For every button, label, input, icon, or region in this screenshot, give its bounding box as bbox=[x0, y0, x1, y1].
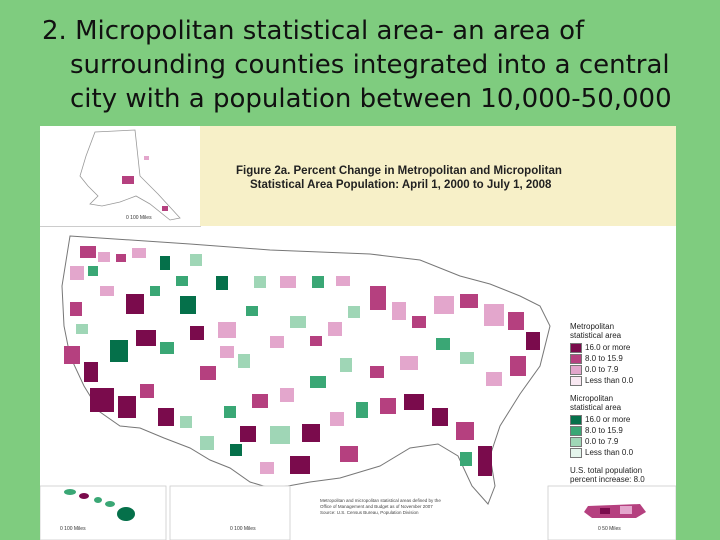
legend-metro-item: 16.0 or more bbox=[570, 342, 674, 353]
bullet-line-1: 2. Micropolitan statistical area- an are… bbox=[42, 16, 585, 46]
bullet-line-3: city with a population between 10,000-50… bbox=[70, 84, 672, 114]
legend-micro-item: 16.0 or more bbox=[570, 414, 674, 425]
legend-micro-item: 0.0 to 7.9 bbox=[570, 436, 674, 447]
legend-metro-item: Less than 0.0 bbox=[570, 375, 674, 386]
legend-label: 0.0 to 7.9 bbox=[585, 437, 619, 446]
legend-label: Less than 0.0 bbox=[585, 448, 634, 457]
legend-swatch bbox=[570, 342, 582, 353]
legend-micro-item: 8.0 to 15.9 bbox=[570, 425, 674, 436]
legend-label: 16.0 or more bbox=[585, 415, 631, 424]
legend-swatch bbox=[570, 375, 582, 386]
legend-swatch bbox=[570, 425, 582, 436]
legend-label: 16.0 or more bbox=[585, 343, 631, 352]
legend-label: 8.0 to 15.9 bbox=[585, 426, 623, 435]
source-line-2: Office of Management and Budget as of No… bbox=[320, 504, 433, 509]
legend-total-increase: U.S. total population percent increase: … bbox=[570, 466, 674, 484]
legend-metro-item: 0.0 to 7.9 bbox=[570, 364, 674, 375]
map-legend: Metropolitan statistical area 16.0 or mo… bbox=[570, 322, 674, 484]
figure-title-line-1: Figure 2a. Percent Change in Metropolita… bbox=[236, 165, 562, 177]
legend-metro-title: Metropolitan statistical area bbox=[570, 322, 674, 340]
hawaii-islands bbox=[64, 489, 135, 521]
puerto-rico-shape bbox=[584, 504, 646, 518]
census-map-figure: Figure 2a. Percent Change in Metropolita… bbox=[40, 126, 676, 540]
legend-micro-title-1: Micropolitan bbox=[570, 394, 614, 403]
us-county-map: 0 100 Miles bbox=[40, 129, 676, 540]
legend-micro-item: Less than 0.0 bbox=[570, 447, 674, 458]
hawaii-inset-2-frame bbox=[169, 485, 291, 540]
legend-metro-title-2: statistical area bbox=[570, 331, 622, 340]
source-line-3: Source: U.S. Census Bureau, Population D… bbox=[320, 510, 419, 515]
bullet-line-2: surrounding counties integrated into a c… bbox=[70, 50, 670, 80]
legend-total-line-1: U.S. total population bbox=[570, 466, 643, 475]
legend-micro-title-2: statistical area bbox=[570, 403, 622, 412]
alaska-scale: 0 100 Miles bbox=[126, 215, 152, 221]
legend-swatch bbox=[570, 353, 582, 364]
source-line-1: Metropolitan and micropolitan statistica… bbox=[320, 498, 441, 503]
hawaii-scale-2: 0 100 Miles bbox=[230, 526, 256, 532]
figure-title-panel: Figure 2a. Percent Change in Metropolita… bbox=[200, 126, 676, 226]
legend-label: Less than 0.0 bbox=[585, 376, 634, 385]
legend-micro-title: Micropolitan statistical area bbox=[570, 394, 674, 412]
figure-title: Figure 2a. Percent Change in Metropolita… bbox=[236, 164, 656, 192]
legend-swatch bbox=[570, 447, 582, 458]
legend-label: 0.0 to 7.9 bbox=[585, 365, 619, 374]
legend-swatch bbox=[570, 414, 582, 425]
source-note: Metropolitan and micropolitan statistica… bbox=[320, 498, 470, 516]
hawaii-scale: 0 100 Miles bbox=[60, 526, 86, 532]
legend-swatch bbox=[570, 436, 582, 447]
legend-metro-title-1: Metropolitan bbox=[570, 322, 615, 331]
legend-metro-item: 8.0 to 15.9 bbox=[570, 353, 674, 364]
hawaii-inset-frame bbox=[40, 485, 167, 540]
legend-total-line-2: percent increase: 8.0 bbox=[570, 475, 645, 484]
alaska-shape bbox=[79, 129, 181, 221]
figure-title-line-2: Statistical Area Population: April 1, 20… bbox=[250, 179, 552, 191]
county-patches bbox=[64, 246, 540, 476]
puerto-rico-scale: 0 50 Miles bbox=[598, 526, 621, 532]
legend-swatch bbox=[570, 364, 582, 375]
slide-bullet-text: 2. Micropolitan statistical area- an are… bbox=[42, 14, 712, 116]
legend-label: 8.0 to 15.9 bbox=[585, 354, 623, 363]
